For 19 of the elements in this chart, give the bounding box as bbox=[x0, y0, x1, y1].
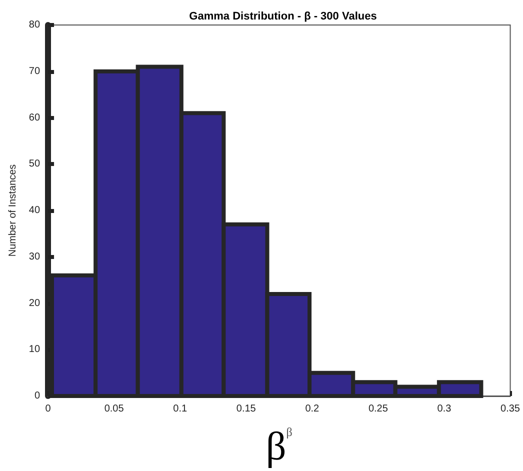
y-tick-label: 0 bbox=[34, 390, 40, 402]
x-tick-label: 0.15 bbox=[236, 404, 256, 414]
x-tick-label: 0.25 bbox=[368, 404, 388, 414]
x-tick-label: 0.1 bbox=[173, 404, 188, 414]
y-tick-label: 50 bbox=[28, 158, 40, 170]
y-tick-label: 60 bbox=[28, 112, 40, 124]
y-tick-label: 80 bbox=[28, 20, 40, 30]
y-tick-label: 30 bbox=[28, 251, 40, 262]
x-tick-label: 0.3 bbox=[437, 404, 452, 414]
x-tick-label: 0 bbox=[45, 404, 52, 414]
y-tick-label: 20 bbox=[28, 298, 40, 309]
y-axis-title: Number of Instances bbox=[8, 164, 18, 257]
y-tick-label: 70 bbox=[28, 66, 40, 77]
y-tick-label: 40 bbox=[28, 205, 40, 216]
x-tick-label: 0.35 bbox=[500, 404, 520, 414]
chart-title: Gamma Distribution - β - 300 Values bbox=[189, 10, 377, 22]
y-tick-label: 10 bbox=[28, 344, 40, 356]
x-tick-label: 0.05 bbox=[104, 404, 124, 414]
x-tick-label: 0.2 bbox=[305, 404, 320, 414]
